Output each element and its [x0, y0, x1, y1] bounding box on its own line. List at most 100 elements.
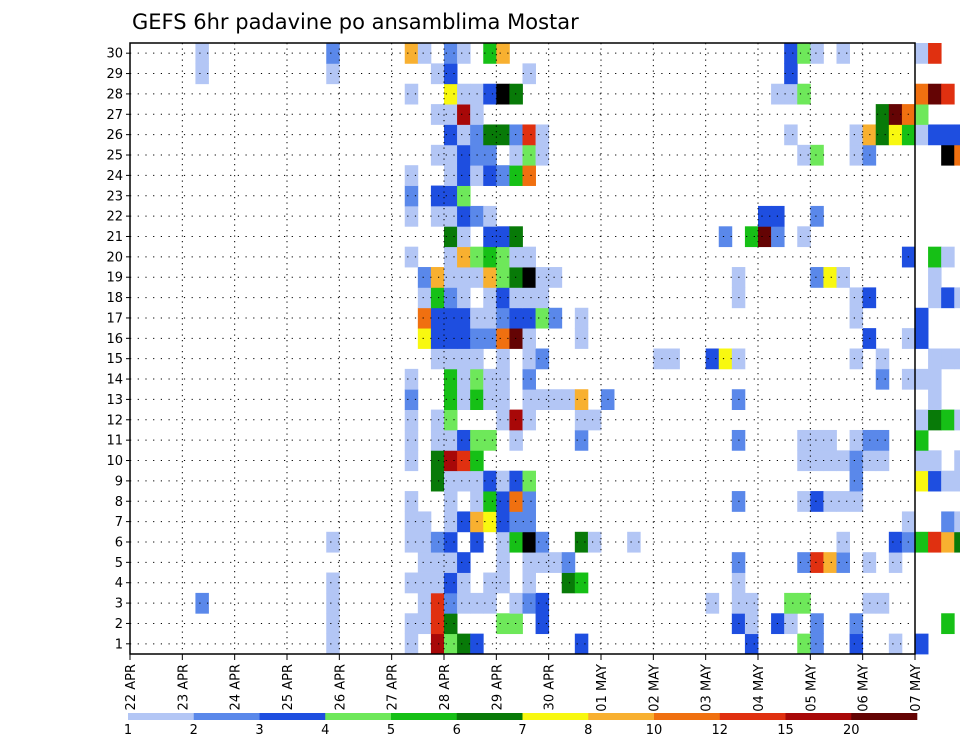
heatmap-cell: [404, 185, 419, 207]
heatmap-cell: [535, 144, 550, 166]
heatmap-cell: [823, 429, 837, 451]
x-tick-label: 25 APR: [281, 664, 296, 710]
heatmap-cell: [417, 287, 432, 309]
heatmap-cell: [875, 450, 890, 472]
heatmap-cell: [954, 470, 960, 492]
heatmap-cell: [888, 531, 903, 553]
heatmap-cell: [457, 328, 471, 349]
heatmap-cell: [444, 165, 458, 186]
y-tick-label: 11: [106, 434, 123, 449]
x-tick-label: 07 MAY: [909, 664, 924, 712]
y-tick-label: 26: [106, 128, 123, 143]
heatmap-cell: [444, 63, 458, 85]
heatmap-cell: [705, 348, 720, 370]
heatmap-cell: [522, 144, 536, 166]
heatmap-cell: [810, 491, 824, 512]
heatmap-cell: [430, 267, 445, 288]
heatmap-cell: [522, 409, 536, 431]
heatmap-cell: [784, 124, 798, 146]
colorbar-swatch: [588, 713, 655, 720]
y-tick-label: 27: [106, 108, 123, 123]
x-tick-label: 23 APR: [176, 664, 191, 710]
heatmap-cell: [430, 429, 445, 451]
heatmap-cell: [810, 43, 824, 64]
heatmap-cell: [496, 368, 510, 390]
x-tick-label: 26 APR: [333, 664, 348, 710]
heatmap-cell: [522, 572, 536, 594]
heatmap-cell: [522, 368, 536, 390]
heatmap-cell: [195, 63, 209, 85]
heatmap-cell: [444, 470, 458, 492]
heatmap-cell: [928, 348, 942, 370]
heatmap-cell: [483, 307, 497, 329]
heatmap-cell: [653, 348, 667, 370]
heatmap-cell: [444, 226, 458, 248]
colorbar-label: 3: [255, 723, 263, 738]
heatmap-cell: [444, 124, 458, 146]
y-tick-label: 8: [115, 495, 123, 510]
heatmap-cell: [941, 124, 955, 146]
heatmap-cell: [444, 429, 458, 451]
heatmap-cell: [483, 83, 497, 105]
colorbar-label: 20: [843, 723, 860, 738]
heatmap-cell: [522, 348, 536, 370]
y-tick-label: 28: [106, 87, 123, 102]
chart-title: GEFS 6hr padavine po ansamblima Mostar: [132, 10, 579, 34]
heatmap-cell: [797, 226, 811, 248]
heatmap-cell: [483, 429, 497, 451]
heatmap-cell: [810, 144, 824, 166]
heatmap-cell: [535, 592, 550, 614]
heatmap-cell: [954, 450, 960, 472]
heatmap-cell: [326, 592, 340, 614]
heatmap-cell: [430, 185, 445, 207]
y-tick-label: 22: [106, 210, 123, 225]
heatmap-cell: [522, 63, 536, 85]
x-axis: 22 APR 23 APR 24 APR 25 APR 26 APR 27 APR 28 A…: [124, 654, 924, 712]
heatmap-cell: [823, 450, 837, 472]
x-tick-label: 29 APR: [490, 664, 505, 710]
heatmap-cell: [810, 633, 824, 655]
heatmap-cell: [915, 633, 929, 655]
heatmap-cell: [417, 592, 432, 614]
heatmap-cell: [574, 572, 589, 594]
heatmap-cell: [522, 246, 536, 268]
heatmap-cell: [457, 43, 471, 64]
heatmap-cell: [941, 246, 955, 268]
heatmap-cell: [326, 572, 340, 594]
heatmap-cell: [797, 144, 811, 166]
heatmap-cell: [574, 531, 589, 553]
heatmap-cell: [535, 613, 550, 635]
heatmap-cell: [954, 348, 960, 370]
heatmap-cell: [522, 307, 536, 329]
heatmap-cell: [430, 572, 445, 594]
heatmap-cell: [457, 368, 471, 390]
heatmap-cell: [915, 104, 929, 125]
heatmap-cell: [535, 307, 550, 329]
heatmap-cell: [326, 633, 340, 655]
heatmap-cell: [404, 368, 419, 390]
heatmap-cell: [823, 267, 837, 288]
heatmap-cell: [666, 348, 680, 370]
heatmap-cell: [496, 83, 510, 105]
heatmap-cell: [457, 307, 471, 329]
heatmap-cell: [915, 450, 929, 472]
heatmap-cell: [784, 83, 798, 105]
heatmap-cell: [928, 470, 942, 492]
colorbar-label: 12: [711, 723, 728, 738]
heatmap-cell: [522, 287, 536, 309]
heatmap-cell: [535, 552, 550, 573]
y-tick-label: 21: [106, 230, 123, 245]
heatmap-cell: [561, 389, 576, 410]
heatmap-cell: [928, 450, 942, 472]
heatmap-cell: [496, 511, 510, 533]
heatmap-cell: [496, 124, 510, 146]
heatmap-cell: [457, 144, 471, 166]
heatmap-cell: [810, 552, 824, 573]
heatmap-cell: [548, 267, 563, 288]
heatmap-cell: [483, 205, 497, 227]
heatmap-cell: [548, 389, 563, 410]
y-tick-label: 14: [106, 373, 123, 388]
heatmap-cell: [522, 552, 536, 573]
heatmap-cell: [483, 287, 497, 309]
heatmap-cell: [574, 389, 589, 410]
